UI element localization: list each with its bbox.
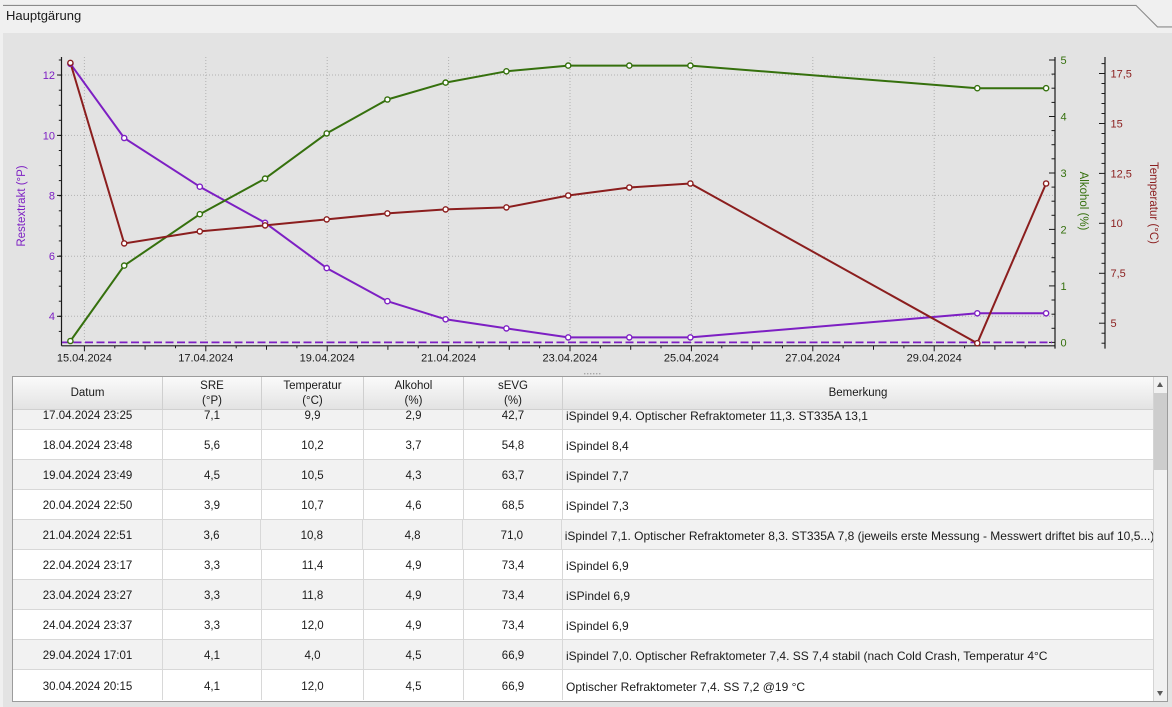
svg-text:2: 2 <box>1061 224 1067 236</box>
svg-text:10: 10 <box>43 130 55 142</box>
svg-text:21.04.2024: 21.04.2024 <box>421 353 476 365</box>
svg-text:Alkohol (%): Alkohol (%) <box>1077 172 1089 231</box>
svg-text:29.04.2024: 29.04.2024 <box>907 353 962 365</box>
svg-text:5: 5 <box>1061 55 1067 67</box>
svg-text:25.04.2024: 25.04.2024 <box>664 353 719 365</box>
svg-text:1: 1 <box>1061 281 1067 293</box>
svg-text:Temperatur (°C): Temperatur (°C) <box>1147 162 1159 244</box>
svg-text:12: 12 <box>43 70 55 82</box>
svg-text:0: 0 <box>1061 337 1067 349</box>
svg-text:5: 5 <box>1111 318 1117 330</box>
svg-text:4: 4 <box>1061 111 1067 123</box>
svg-text:15: 15 <box>1111 118 1123 130</box>
svg-text:19.04.2024: 19.04.2024 <box>300 353 355 365</box>
svg-text:10: 10 <box>1111 218 1123 230</box>
svg-text:Restextrakt (°P): Restextrakt (°P) <box>16 165 28 246</box>
svg-text:6: 6 <box>49 251 55 263</box>
svg-text:4: 4 <box>49 311 55 323</box>
svg-text:3: 3 <box>1061 168 1067 180</box>
svg-text:7,5: 7,5 <box>1111 268 1126 280</box>
svg-text:17,5: 17,5 <box>1111 68 1132 80</box>
svg-text:8: 8 <box>49 190 55 202</box>
svg-text:23.04.2024: 23.04.2024 <box>542 353 597 365</box>
svg-text:12,5: 12,5 <box>1111 168 1132 180</box>
svg-text:17.04.2024: 17.04.2024 <box>178 353 233 365</box>
svg-text:27.04.2024: 27.04.2024 <box>785 353 840 365</box>
svg-text:15.04.2024: 15.04.2024 <box>57 353 112 365</box>
